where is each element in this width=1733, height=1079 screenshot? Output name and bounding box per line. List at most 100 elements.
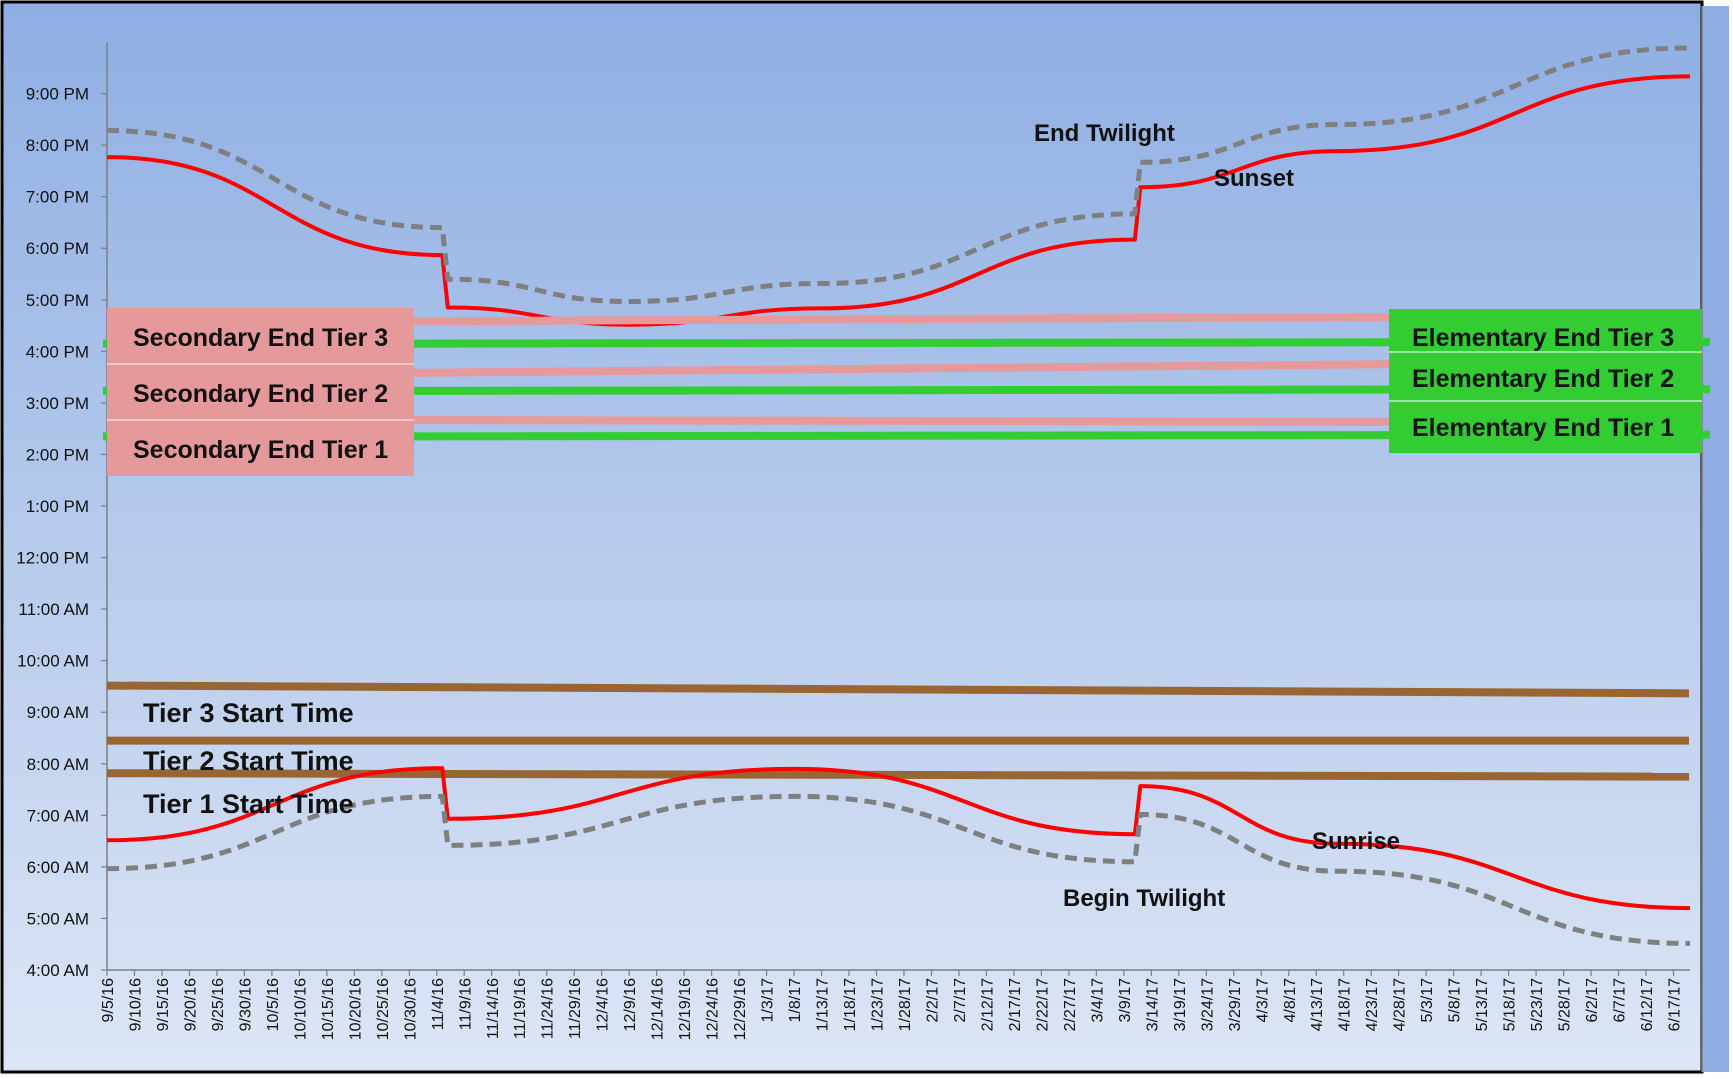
end-twilight-line	[106, 45, 1691, 304]
x-tick-label: 11/29/16	[567, 978, 584, 1039]
x-tick-label: 4/28/17	[1392, 978, 1409, 1031]
x-tick-label: 12/14/16	[650, 978, 667, 1040]
x-tick-label: 4/23/17	[1364, 978, 1381, 1031]
y-axis-ticks: 4:00 AM 5:00 AM 6:00 AM 7:00 AM 8:00 AM 9:00 …	[16, 85, 107, 980]
x-tick-label: 12/9/16	[622, 978, 639, 1031]
x-tick-label: 5/13/17	[1474, 978, 1491, 1031]
secondary-time-line	[413, 360, 1390, 377]
x-tick-label: 9/15/16	[155, 978, 172, 1031]
x-tick-label: 1/28/17	[897, 978, 914, 1031]
secondary-tier1-label: Secondary End Tier 1	[133, 436, 388, 464]
sunrise-label: Sunrise	[1312, 828, 1400, 855]
tier1-start-label: Tier 1 Start Time	[143, 789, 354, 819]
tier3-start-label: Tier 3 Start Time	[143, 698, 354, 728]
y-tick-label: 5:00 AM	[27, 909, 89, 928]
y-tick-label: 3:00 PM	[26, 394, 89, 413]
x-tick-label: 12/29/16	[732, 978, 749, 1040]
y-tick-label: 8:00 PM	[26, 136, 89, 155]
x-tick-label: 2/27/17	[1062, 978, 1079, 1031]
x-tick-label: 6/12/17	[1639, 978, 1656, 1031]
x-tick-label: 2/7/17	[952, 978, 969, 1023]
x-tick-label: 9/20/16	[182, 978, 199, 1031]
x-tick-label: 3/29/17	[1227, 978, 1244, 1031]
x-tick-label: 5/28/17	[1557, 978, 1574, 1031]
elementary-box-bg	[1389, 309, 1702, 453]
y-tick-label: 4:00 PM	[26, 342, 89, 361]
y-tick-label: 7:00 AM	[27, 806, 89, 825]
x-tick-label: 5/23/17	[1529, 978, 1546, 1031]
begin-twilight-label: Begin Twilight	[1063, 885, 1225, 912]
x-tick-label: 10/5/16	[265, 978, 282, 1031]
y-tick-label: 2:00 PM	[26, 445, 89, 464]
elementary-legend-box: Elementary End Tier 3 Elementary End Tie…	[1389, 309, 1702, 453]
x-tick-label: 3/9/17	[1117, 978, 1134, 1023]
x-tick-label: 2/12/17	[979, 978, 996, 1031]
y-tick-label: 8:00 AM	[27, 755, 89, 774]
x-tick-label: 5/3/17	[1419, 978, 1436, 1023]
x-tick-label: 12/4/16	[595, 978, 612, 1031]
y-tick-label: 11:00 AM	[18, 600, 89, 619]
y-tick-label: 1:00 PM	[26, 497, 89, 516]
x-tick-label: 9/5/16	[100, 978, 117, 1023]
x-tick-label: 11/19/16	[512, 978, 529, 1039]
x-tick-label: 12/24/16	[705, 978, 722, 1040]
x-tick-label: 2/22/17	[1034, 978, 1051, 1031]
secondary-time-line	[413, 416, 1390, 426]
x-tick-label: 10/10/16	[292, 978, 309, 1040]
y-tick-label: 6:00 AM	[27, 858, 89, 877]
sunset-label: Sunset	[1214, 165, 1294, 192]
x-tick-label: 1/13/17	[815, 978, 832, 1031]
y-tick-label: 4:00 AM	[27, 961, 89, 980]
x-tick-label: 4/3/17	[1254, 978, 1271, 1023]
x-axis-ticks: 9/5/16 9/10/16 9/15/16 9/20/16 9/25/16 9/30/1…	[100, 970, 1684, 1040]
x-tick-label: 6/7/17	[1612, 978, 1629, 1023]
x-tick-label: 1/18/17	[842, 978, 859, 1031]
x-tick-label: 4/13/17	[1309, 978, 1326, 1031]
x-tick-label: 10/20/16	[347, 978, 364, 1040]
x-tick-label: 11/24/16	[540, 978, 557, 1039]
x-tick-label: 6/17/17	[1667, 978, 1684, 1031]
x-tick-label: 2/17/17	[1007, 978, 1024, 1031]
begin-twilight-line	[106, 793, 1691, 946]
start-time-line	[106, 681, 1690, 698]
x-tick-label: 2/2/17	[924, 978, 941, 1023]
y-tick-label: 6:00 PM	[26, 239, 89, 258]
annotations: End Twilight Sunset Sunrise Begin Twilig…	[143, 120, 1400, 912]
x-tick-label: 3/4/17	[1089, 978, 1106, 1023]
x-tick-label: 9/30/16	[237, 978, 254, 1031]
y-tick-label: 5:00 PM	[26, 291, 89, 310]
y-tick-label: 9:00 PM	[26, 85, 89, 104]
y-tick-label: 12:00 PM	[16, 549, 89, 568]
x-tick-label: 3/14/17	[1144, 978, 1161, 1031]
sunset-line	[106, 74, 1691, 327]
x-tick-label: 4/18/17	[1337, 978, 1354, 1031]
elementary-tier3-label: Elementary End Tier 3	[1412, 324, 1674, 352]
x-tick-label: 9/25/16	[210, 978, 227, 1031]
y-tick-label: 9:00 AM	[27, 703, 89, 722]
x-tick-label: 1/8/17	[787, 978, 804, 1023]
x-tick-label: 1/23/17	[870, 978, 887, 1031]
tier2-start-label: Tier 2 Start Time	[143, 746, 354, 776]
x-tick-label: 11/9/16	[457, 978, 474, 1030]
x-tick-label: 5/8/17	[1447, 978, 1464, 1023]
x-tick-label: 9/10/16	[127, 978, 144, 1031]
secondary-legend-box: Secondary End Tier 3 Secondary End Tier …	[107, 308, 414, 476]
x-tick-label: 11/14/16	[485, 978, 502, 1039]
end-twilight-label: End Twilight	[1034, 120, 1175, 147]
x-tick-label: 10/15/16	[320, 978, 337, 1040]
y-tick-label: 10:00 AM	[17, 652, 89, 671]
secondary-tier3-label: Secondary End Tier 3	[133, 324, 388, 352]
series-lines	[106, 45, 1691, 946]
x-tick-label: 3/19/17	[1172, 978, 1189, 1031]
secondary-time-line	[413, 312, 1390, 326]
secondary-box-bg	[107, 308, 414, 476]
sunrise-line	[106, 766, 1691, 911]
secondary-tier2-label: Secondary End Tier 2	[133, 380, 388, 408]
x-tick-label: 11/4/16	[430, 978, 447, 1030]
chart-background	[0, 0, 1704, 1074]
y-tick-label: 7:00 PM	[26, 188, 89, 207]
elementary-tier1-label: Elementary End Tier 1	[1412, 414, 1674, 442]
x-tick-label: 3/24/17	[1199, 978, 1216, 1031]
